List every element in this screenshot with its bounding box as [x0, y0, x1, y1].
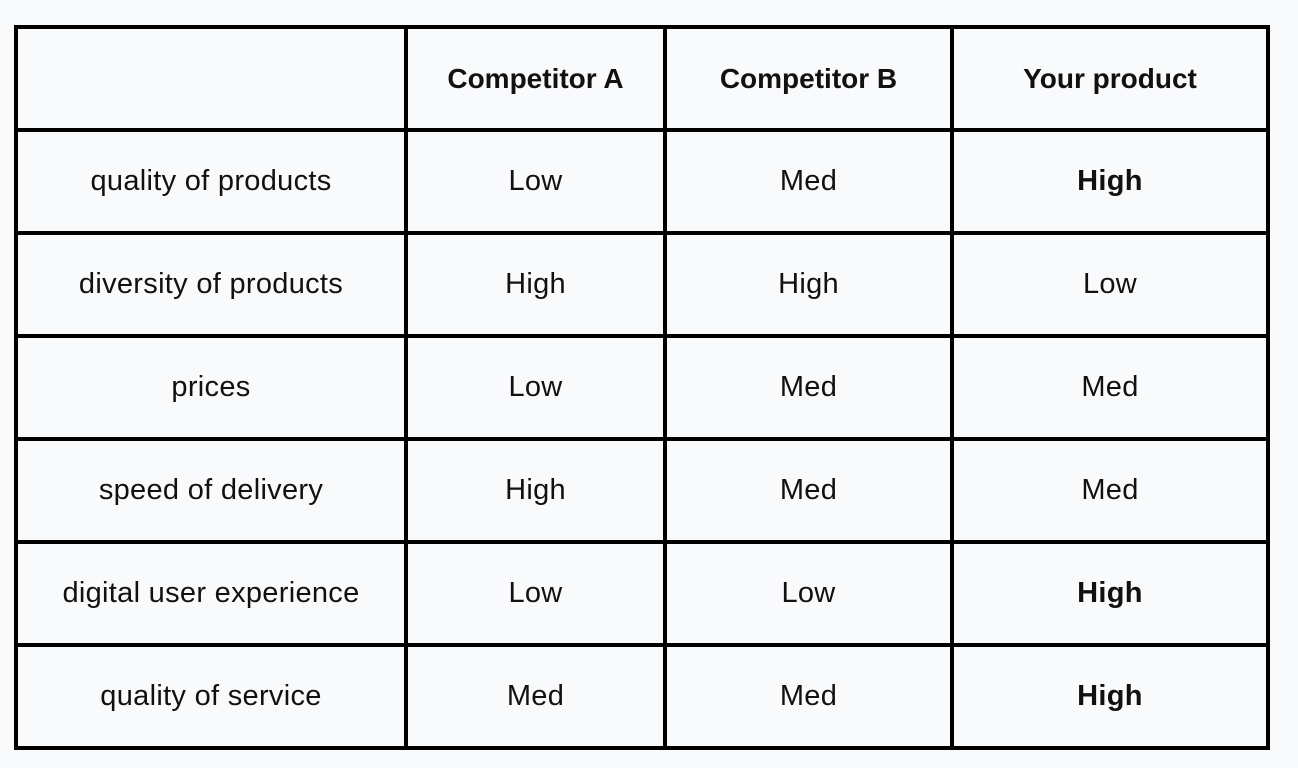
- cell-your-product: High: [950, 540, 1270, 647]
- comparison-table: Competitor A Competitor B Your product q…: [14, 25, 1270, 750]
- table-row: diversity of products High High Low: [14, 231, 1270, 338]
- cell-competitor-b: Med: [663, 437, 954, 544]
- cell-your-product: Med: [950, 437, 1270, 544]
- row-label: quality of service: [14, 643, 408, 750]
- cell-competitor-b: High: [663, 231, 954, 338]
- table-row: prices Low Med Med: [14, 334, 1270, 441]
- cell-competitor-b: Med: [663, 643, 954, 750]
- cell-competitor-b: Low: [663, 540, 954, 647]
- table-row: speed of delivery High Med Med: [14, 437, 1270, 544]
- row-label: diversity of products: [14, 231, 408, 338]
- table-row: quality of service Med Med High: [14, 643, 1270, 750]
- table-row: digital user experience Low Low High: [14, 540, 1270, 647]
- row-label: speed of delivery: [14, 437, 408, 544]
- cell-your-product: High: [950, 128, 1270, 235]
- cell-competitor-a: High: [404, 437, 667, 544]
- table-header: Competitor A Competitor B Your product: [14, 25, 1270, 132]
- cell-competitor-b: Med: [663, 128, 954, 235]
- cell-your-product: Low: [950, 231, 1270, 338]
- cell-competitor-a: Low: [404, 540, 667, 647]
- cell-competitor-a: High: [404, 231, 667, 338]
- cell-your-product: High: [950, 643, 1270, 750]
- header-your-product: Your product: [950, 25, 1270, 132]
- row-label: prices: [14, 334, 408, 441]
- header-corner-cell: [14, 25, 408, 132]
- cell-competitor-a: Low: [404, 334, 667, 441]
- cell-your-product: Med: [950, 334, 1270, 441]
- table-row: quality of products Low Med High: [14, 128, 1270, 235]
- header-competitor-b: Competitor B: [663, 25, 954, 132]
- row-label: quality of products: [14, 128, 408, 235]
- table-body: quality of products Low Med High diversi…: [14, 128, 1270, 750]
- cell-competitor-a: Low: [404, 128, 667, 235]
- cell-competitor-b: Med: [663, 334, 954, 441]
- row-label: digital user experience: [14, 540, 408, 647]
- header-row: Competitor A Competitor B Your product: [14, 25, 1270, 132]
- header-competitor-a: Competitor A: [404, 25, 667, 132]
- cell-competitor-a: Med: [404, 643, 667, 750]
